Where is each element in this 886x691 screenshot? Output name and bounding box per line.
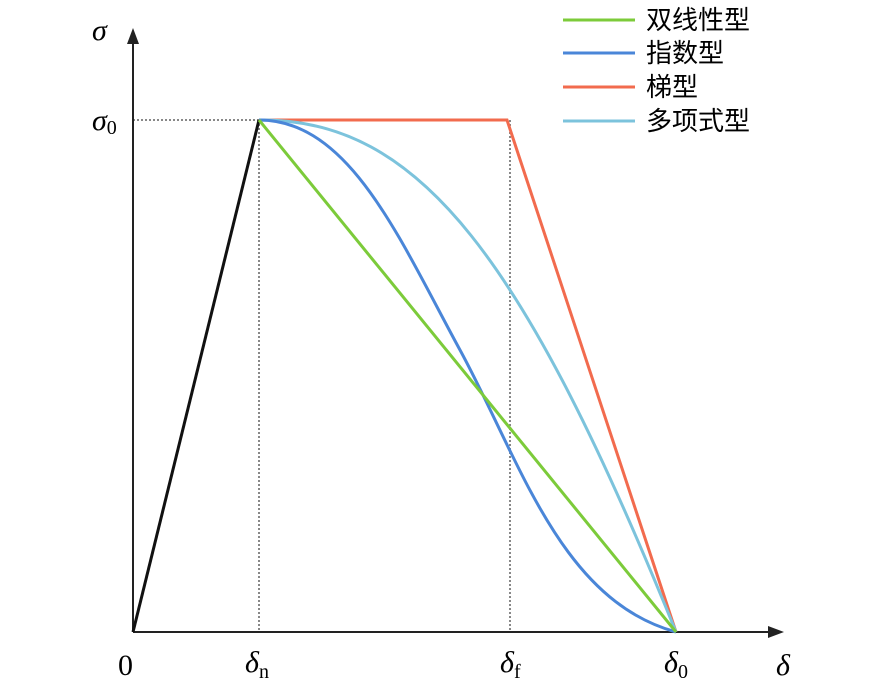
legend-label: 指数型 xyxy=(646,39,724,69)
y-mark-base: σ xyxy=(92,104,108,137)
x-mark: δ0 xyxy=(664,646,688,683)
x-mark-sub: f xyxy=(514,661,521,683)
x-label: δ xyxy=(776,649,791,682)
y-mark-sub: 0 xyxy=(107,117,117,139)
legend-label: 双线性型 xyxy=(646,6,750,36)
x-mark-sub: 0 xyxy=(678,661,688,683)
x-mark-base: δ xyxy=(245,646,260,679)
y-label: σ xyxy=(92,14,108,47)
x-mark-base: δ xyxy=(664,646,679,679)
legend-label: 多项式型 xyxy=(646,107,750,137)
y-mark: σ0 xyxy=(92,104,117,139)
bilinear-line xyxy=(257,119,678,633)
y-arrow xyxy=(127,28,139,44)
x-mark: δn xyxy=(245,646,269,683)
legend-label: 梯型 xyxy=(646,73,698,103)
polynomial-curve xyxy=(258,118,678,633)
origin-label: 0 xyxy=(118,649,133,682)
elastic-line xyxy=(131,119,261,633)
x-mark-base: δ xyxy=(500,646,515,679)
exponential-curve xyxy=(258,118,677,634)
x-mark: δf xyxy=(500,646,521,683)
trapezoid-curve xyxy=(259,118,678,633)
x-arrow xyxy=(768,626,784,638)
x-mark-sub: n xyxy=(259,661,269,683)
